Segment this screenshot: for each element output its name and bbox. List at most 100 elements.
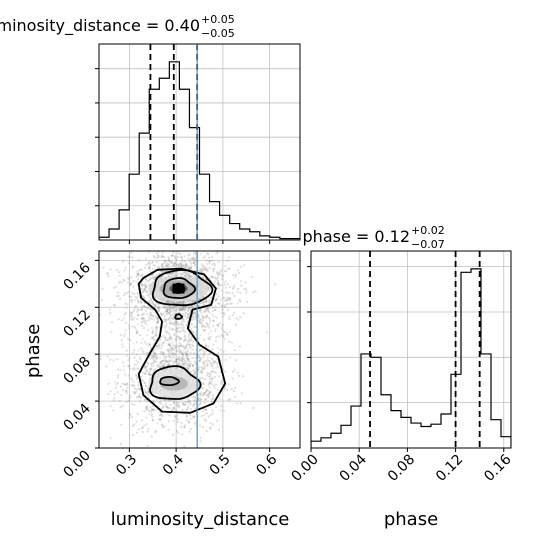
joint-scatter-point bbox=[161, 271, 164, 274]
joint-scatter-point bbox=[208, 390, 211, 393]
joint-scatter-point bbox=[202, 324, 205, 327]
joint-scatter-point bbox=[110, 330, 113, 333]
joint-scatter-point bbox=[133, 292, 136, 296]
joint-scatter-point bbox=[125, 400, 128, 403]
joint-scatter-point bbox=[187, 336, 190, 339]
joint-scatter-point bbox=[133, 325, 136, 328]
joint-scatter-point bbox=[134, 305, 137, 308]
joint-scatter-point bbox=[193, 353, 196, 356]
joint-scatter-point bbox=[158, 418, 162, 421]
joint-scatter-point bbox=[136, 331, 139, 334]
joint-scatter-point bbox=[181, 352, 185, 355]
joint-scatter-point bbox=[192, 416, 195, 419]
joint-y-tick-label: 0.12 bbox=[60, 307, 93, 340]
joint-scatter-point bbox=[227, 298, 230, 301]
joint-scatter-point bbox=[213, 298, 216, 301]
joint-scatter-point bbox=[222, 334, 225, 337]
joint-scatter-point bbox=[144, 384, 147, 387]
joint-scatter-point bbox=[228, 291, 231, 295]
joint-scatter-point bbox=[225, 299, 228, 302]
joint-scatter-point bbox=[183, 255, 186, 258]
joint-scatter-point bbox=[201, 386, 204, 390]
joint-scatter-point bbox=[199, 377, 202, 380]
joint-scatter-point bbox=[193, 399, 196, 403]
joint-scatter-point bbox=[151, 337, 155, 340]
joint-scatter-point bbox=[186, 357, 189, 360]
joint-scatter-point bbox=[170, 306, 173, 310]
joint-scatter-point bbox=[193, 369, 196, 372]
joint-scatter-point bbox=[170, 322, 173, 325]
joint-scatter-point bbox=[137, 313, 140, 316]
joint-scatter-point bbox=[192, 404, 195, 408]
joint-scatter-point bbox=[200, 301, 203, 305]
joint-scatter-point bbox=[123, 294, 126, 297]
joint-scatter-point bbox=[218, 335, 221, 338]
joint-scatter-point bbox=[168, 321, 171, 324]
joint-scatter-point bbox=[216, 335, 219, 338]
joint-scatter-point bbox=[131, 325, 134, 328]
joint-scatter-point bbox=[200, 348, 203, 351]
joint-scatter-point bbox=[182, 329, 185, 332]
joint-scatter-point bbox=[220, 305, 223, 308]
joint-scatter-point bbox=[143, 296, 146, 299]
joint-scatter-point bbox=[145, 365, 148, 368]
joint-scatter-point bbox=[144, 391, 148, 394]
joint-scatter-point bbox=[170, 300, 173, 303]
joint-scatter-point bbox=[175, 301, 178, 304]
joint-scatter-point bbox=[194, 332, 197, 335]
joint-scatter-point bbox=[178, 264, 181, 267]
joint-scatter-point bbox=[200, 387, 203, 390]
joint-scatter-point bbox=[144, 285, 147, 288]
joint-scatter-point bbox=[188, 365, 191, 368]
joint-scatter-point bbox=[133, 423, 136, 426]
joint-scatter-point bbox=[183, 336, 186, 339]
joint-scatter-point bbox=[203, 391, 206, 394]
joint-scatter-point bbox=[114, 381, 117, 384]
joint-scatter-point bbox=[203, 392, 206, 395]
joint-scatter-point bbox=[155, 326, 158, 329]
joint-scatter-point bbox=[143, 424, 146, 427]
joint-scatter-point bbox=[134, 305, 138, 308]
joint-scatter-point bbox=[187, 309, 190, 312]
joint-scatter-point bbox=[205, 365, 209, 368]
joint-scatter-point bbox=[161, 264, 164, 267]
joint-scatter-point bbox=[125, 391, 128, 395]
joint-scatter-point bbox=[135, 280, 138, 283]
joint-scatter-point bbox=[205, 394, 208, 397]
joint-scatter-point bbox=[202, 354, 205, 357]
joint-scatter-point bbox=[228, 340, 231, 343]
joint-scatter-point bbox=[174, 415, 177, 418]
joint-scatter-point bbox=[205, 259, 208, 262]
joint-scatter-point bbox=[217, 375, 221, 378]
joint-scatter-point bbox=[189, 363, 192, 366]
joint-scatter-point bbox=[189, 414, 192, 417]
joint-scatter-point bbox=[188, 430, 191, 433]
joint-scatter-point bbox=[142, 312, 145, 315]
joint-scatter-point bbox=[202, 319, 205, 322]
joint-scatter-point bbox=[174, 353, 177, 356]
joint-scatter-point bbox=[184, 311, 187, 314]
joint-scatter-point bbox=[213, 264, 217, 267]
joint-scatter-point bbox=[127, 290, 130, 293]
joint-scatter-point bbox=[149, 313, 152, 316]
joint-scatter-point bbox=[230, 341, 233, 344]
joint-scatter-point bbox=[189, 402, 192, 405]
joint-scatter-point bbox=[218, 272, 222, 275]
joint-scatter-point bbox=[180, 356, 183, 359]
joint-scatter-point bbox=[191, 357, 194, 360]
joint-scatter-point bbox=[109, 268, 112, 271]
joint-scatter-point bbox=[188, 365, 191, 368]
joint-scatter-point bbox=[141, 273, 144, 276]
joint-scatter-point bbox=[131, 368, 134, 371]
joint-scatter-point bbox=[172, 265, 175, 268]
joint-scatter-point bbox=[118, 399, 121, 402]
joint-scatter-point bbox=[191, 305, 194, 308]
joint-scatter-point bbox=[173, 309, 176, 312]
joint-scatter-point bbox=[165, 310, 168, 313]
joint-scatter-point bbox=[191, 245, 193, 247]
joint-scatter-point bbox=[202, 393, 205, 396]
joint-scatter-point bbox=[214, 360, 217, 363]
joint-scatter-point bbox=[164, 398, 167, 402]
joint-scatter-point bbox=[211, 377, 214, 380]
joint-scatter-point bbox=[208, 316, 211, 320]
